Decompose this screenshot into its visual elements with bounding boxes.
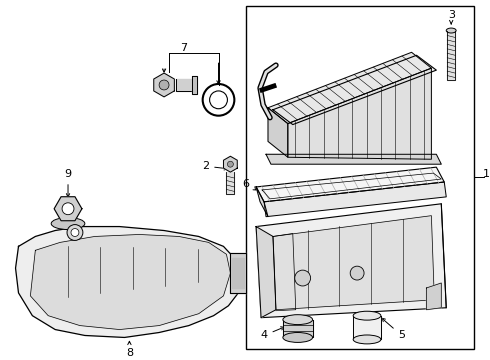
- Polygon shape: [226, 172, 234, 194]
- Polygon shape: [54, 197, 82, 221]
- Ellipse shape: [51, 218, 85, 230]
- Polygon shape: [232, 258, 244, 288]
- Polygon shape: [223, 156, 237, 172]
- Polygon shape: [16, 226, 240, 337]
- Polygon shape: [353, 316, 381, 339]
- Ellipse shape: [353, 311, 381, 320]
- Circle shape: [295, 270, 311, 286]
- Polygon shape: [230, 253, 246, 293]
- Ellipse shape: [283, 333, 313, 342]
- Text: 6: 6: [243, 179, 257, 190]
- Polygon shape: [154, 73, 174, 97]
- Polygon shape: [256, 204, 446, 318]
- Polygon shape: [192, 76, 196, 94]
- Polygon shape: [426, 283, 441, 310]
- Polygon shape: [256, 167, 444, 202]
- Polygon shape: [273, 55, 436, 125]
- Polygon shape: [266, 154, 441, 164]
- Ellipse shape: [353, 335, 381, 344]
- Circle shape: [227, 161, 233, 167]
- Ellipse shape: [210, 91, 227, 109]
- Ellipse shape: [446, 28, 456, 33]
- Polygon shape: [176, 79, 194, 91]
- Ellipse shape: [283, 315, 313, 325]
- Text: 8: 8: [126, 341, 133, 358]
- Polygon shape: [268, 108, 288, 157]
- Text: 3: 3: [449, 10, 456, 20]
- Text: 2: 2: [202, 161, 227, 171]
- Polygon shape: [30, 234, 230, 329]
- Polygon shape: [256, 226, 276, 318]
- Polygon shape: [288, 68, 431, 159]
- Text: 4: 4: [261, 327, 284, 341]
- Polygon shape: [273, 216, 434, 310]
- Polygon shape: [256, 187, 268, 217]
- Circle shape: [62, 203, 74, 215]
- Polygon shape: [447, 31, 455, 80]
- Bar: [246, 6, 474, 349]
- Polygon shape: [283, 320, 313, 337]
- Text: 7: 7: [180, 43, 187, 53]
- Text: 5: 5: [382, 318, 405, 341]
- Text: 1: 1: [483, 169, 490, 179]
- Text: 9: 9: [65, 169, 72, 197]
- Circle shape: [71, 229, 79, 237]
- Polygon shape: [264, 182, 446, 217]
- Circle shape: [67, 225, 83, 240]
- Circle shape: [350, 266, 364, 280]
- Circle shape: [159, 80, 169, 90]
- Polygon shape: [268, 52, 431, 123]
